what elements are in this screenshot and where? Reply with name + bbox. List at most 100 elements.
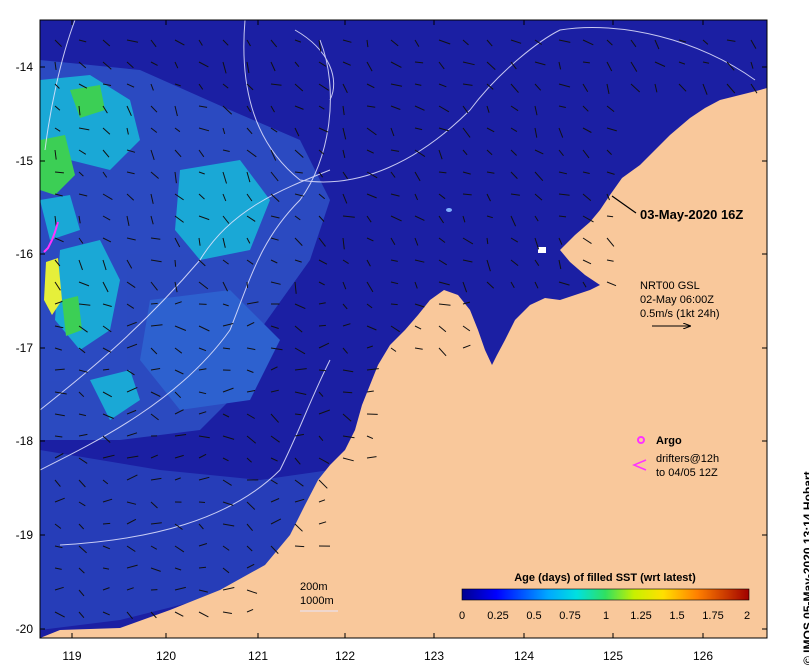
current-vector	[78, 567, 85, 574]
colorbar-tick: 1.75	[702, 610, 723, 622]
current-vector	[726, 61, 735, 71]
current-vector	[606, 61, 613, 72]
current-vector	[534, 259, 540, 266]
current-vector	[150, 567, 161, 572]
current-vector	[558, 259, 562, 270]
current-vector	[486, 61, 496, 70]
current-vector	[582, 39, 594, 46]
colorbar-tick: 0.75	[559, 610, 580, 622]
y-tick-label: -14	[16, 60, 34, 74]
current-vector	[294, 368, 307, 371]
current-vector	[54, 39, 62, 47]
current-vector	[222, 149, 230, 152]
current-vector	[222, 259, 229, 265]
current-vector	[198, 435, 210, 439]
current-vector	[270, 498, 280, 503]
current-vector	[366, 325, 377, 331]
current-vector	[318, 435, 324, 442]
current-vector	[246, 61, 250, 74]
current-vector	[534, 83, 542, 91]
current-vector	[294, 61, 300, 68]
current-vector	[78, 39, 87, 43]
current-vector	[462, 171, 471, 175]
current-vector	[414, 83, 422, 86]
current-vector	[54, 300, 63, 305]
current-vector	[78, 171, 84, 177]
current-vector	[342, 347, 348, 354]
current-vector	[558, 61, 562, 70]
current-vector	[294, 83, 304, 92]
current-vector	[270, 215, 280, 219]
green-patches	[40, 85, 105, 336]
current-vector	[294, 105, 304, 110]
current-vector	[294, 545, 305, 548]
current-vector	[486, 259, 491, 272]
current-vector	[126, 409, 137, 415]
current-vector	[102, 498, 113, 503]
current-vector	[222, 127, 226, 135]
current-vector	[366, 368, 379, 371]
map-frame	[39, 19, 768, 639]
map-plot-area	[40, 20, 767, 638]
current-vector	[654, 61, 666, 67]
current-vector	[126, 149, 136, 153]
current-vector	[366, 215, 372, 223]
current-vector	[342, 127, 347, 140]
colorbar: Age (days) of filled SST (wrt latest) 0 …	[459, 572, 750, 622]
current-vector	[78, 391, 85, 398]
float-legend: Argo drifters@12h to 04/05 12Z	[632, 435, 719, 479]
current-vector	[486, 281, 495, 289]
current-vector	[246, 301, 259, 305]
current-vector	[198, 83, 204, 90]
current-vector	[534, 149, 544, 155]
current-vector	[438, 193, 446, 200]
current-vector	[174, 409, 184, 415]
current-vector	[534, 193, 543, 201]
current-vector	[486, 215, 493, 219]
current-vector	[198, 589, 208, 593]
current-vector	[102, 105, 108, 114]
current-vector	[270, 435, 280, 443]
current-vector	[438, 325, 447, 333]
x-tick-label: 125	[603, 649, 623, 663]
current-vector	[318, 193, 326, 200]
current-vector	[102, 522, 111, 525]
current-vector	[438, 39, 451, 45]
current-vector	[78, 433, 88, 437]
current-vector	[102, 237, 112, 243]
current-vector	[414, 193, 419, 201]
current-vector	[222, 457, 229, 462]
current-vector	[318, 457, 330, 465]
current-vector	[102, 435, 111, 443]
current-scale-legend: NRT00 GSL 02-May 06:00Z 0.5m/s (1kt 24h)	[640, 280, 719, 326]
current-vector	[126, 343, 138, 349]
current-vector	[318, 391, 324, 397]
current-time-label: 02-May 06:00Z	[640, 294, 714, 306]
current-vector	[486, 105, 490, 113]
colorbar-tick: 2	[744, 610, 750, 622]
current-vector	[78, 501, 86, 507]
current-vector	[510, 39, 522, 44]
current-vector	[558, 215, 567, 218]
current-vector	[270, 518, 282, 525]
current-vector	[486, 127, 495, 133]
current-vector	[366, 435, 374, 440]
current-vector	[150, 215, 154, 225]
current-vector	[582, 105, 589, 112]
current-vector	[318, 521, 327, 525]
current-vector	[174, 61, 179, 69]
current-vector	[102, 479, 109, 485]
current-vector	[510, 149, 517, 156]
current-vector	[366, 171, 378, 179]
current-vector	[366, 259, 371, 267]
current-vector	[54, 391, 67, 395]
current-vector	[150, 611, 157, 619]
current-vector	[102, 545, 111, 550]
current-vector	[462, 39, 469, 46]
current-vector	[102, 193, 113, 201]
current-vector	[102, 347, 112, 353]
current-vector	[318, 342, 330, 349]
current-vector	[150, 347, 158, 355]
colorbar-tick: 0.25	[487, 610, 508, 622]
